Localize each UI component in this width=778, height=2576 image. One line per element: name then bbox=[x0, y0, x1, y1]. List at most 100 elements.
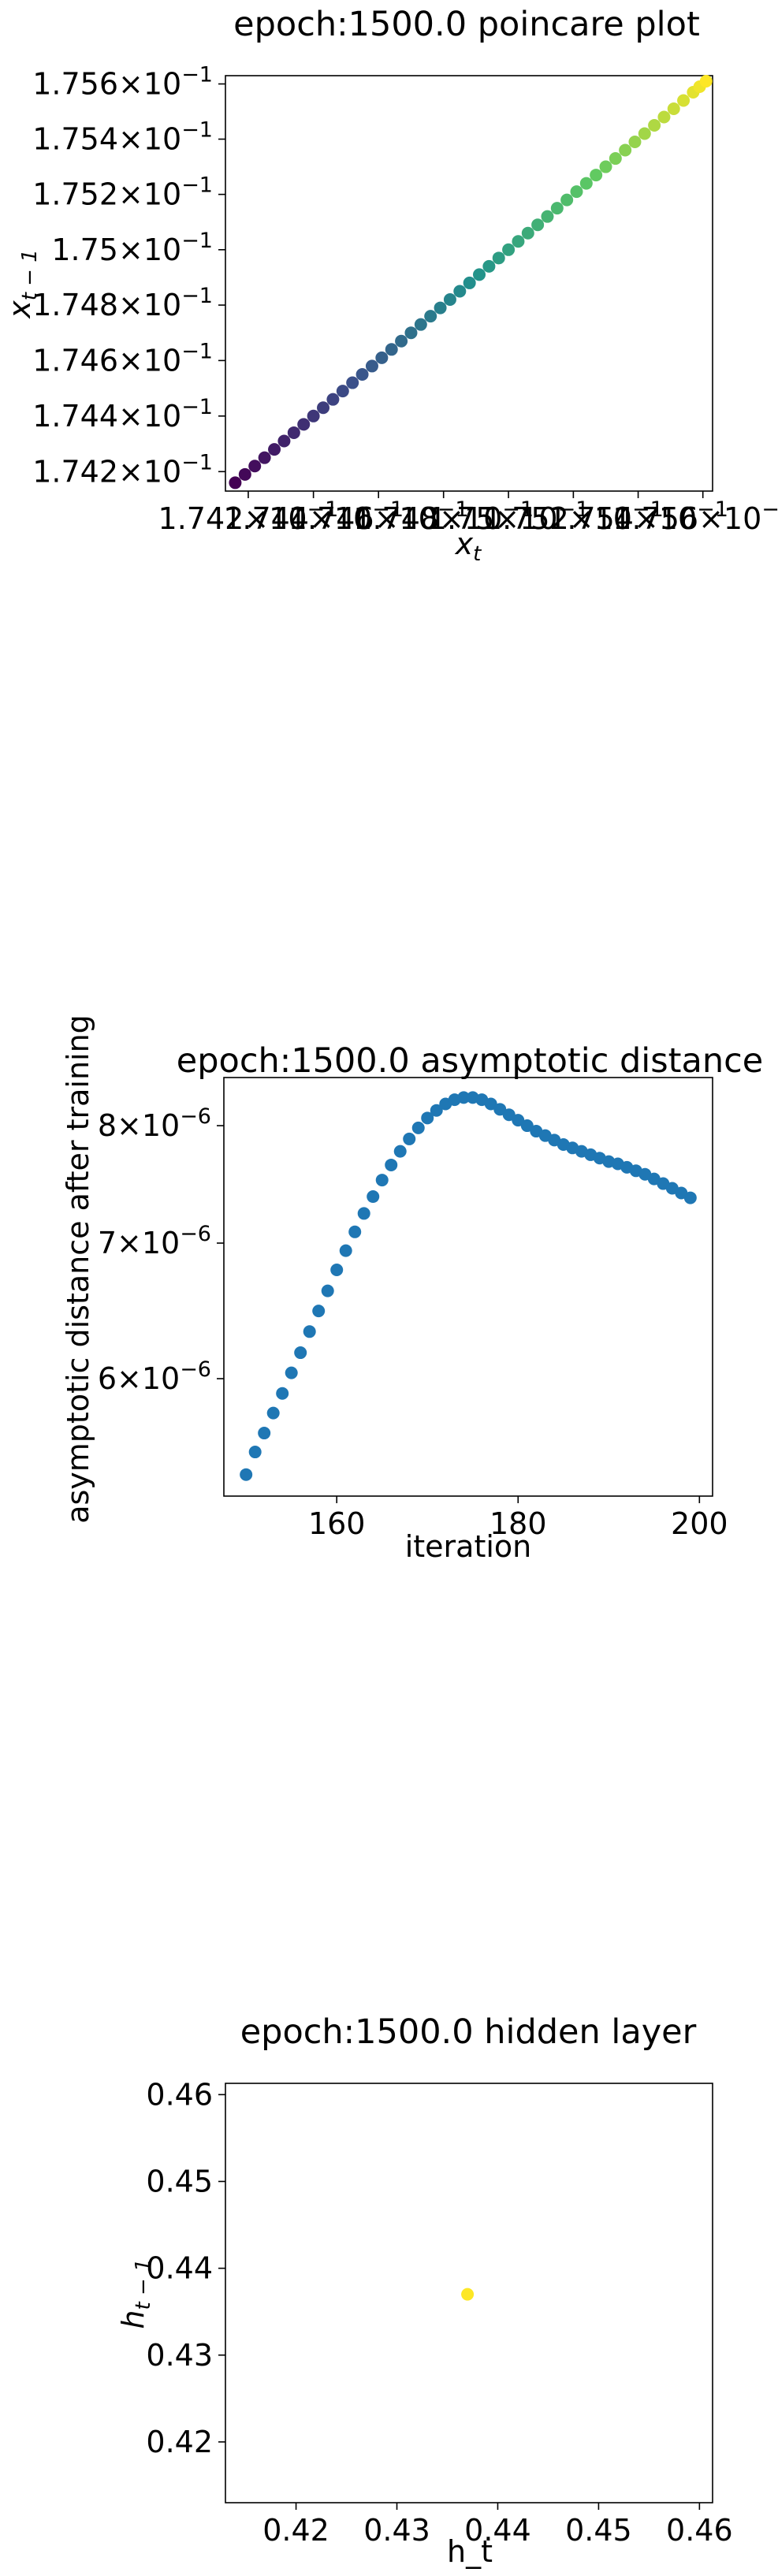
y-tick-label: 1.754×10−1 bbox=[32, 118, 213, 157]
scatter-point bbox=[277, 434, 291, 448]
poincare-chart: epoch:1500.0 poincare plot 1.742×10−11.7… bbox=[2, 5, 778, 566]
scatter-point bbox=[403, 1132, 416, 1145]
scatter-point bbox=[248, 1446, 262, 1459]
scatter-point bbox=[258, 1427, 271, 1440]
scatter-point bbox=[385, 343, 398, 356]
scatter-point bbox=[321, 1284, 334, 1297]
poincare-points bbox=[229, 74, 713, 490]
scatter-point bbox=[240, 1468, 253, 1481]
scatter-point bbox=[683, 1191, 697, 1204]
y-tick-label: 1.746×10−1 bbox=[32, 339, 213, 378]
hidden-layer-title: epoch:1500.0 hidden layer bbox=[240, 2012, 697, 2052]
asymptotic-distance-chart: epoch:1500.0 asymptotic distance 6×10−6 7… bbox=[61, 1014, 763, 1564]
scatter-point bbox=[599, 160, 612, 173]
y-tick-label: 1.744×10−1 bbox=[32, 395, 213, 434]
asymptotic-distance-y-label: asymptotic distance after training bbox=[61, 1014, 95, 1524]
y-tick-label: 0.46 bbox=[146, 2077, 213, 2112]
scatter-point bbox=[229, 476, 242, 490]
scatter-point bbox=[317, 401, 330, 415]
x-tick-label: 1.742×10−1 bbox=[158, 497, 339, 536]
x-tick-label: 180 bbox=[490, 1506, 547, 1541]
x-tick-label: 0.44 bbox=[464, 2513, 531, 2548]
x-tick-label: 1.748×10−1 bbox=[353, 497, 534, 536]
poincare-x-axis: 1.742×10−11.744×10−11.746×10−11.748×10−1… bbox=[158, 491, 778, 536]
asymptotic-distance-plot-frame bbox=[223, 1077, 713, 1497]
x-tick-label: 1.75×10−1 bbox=[428, 497, 590, 536]
y-tick-label: 1.748×10−1 bbox=[32, 284, 213, 322]
scatter-point bbox=[619, 143, 632, 157]
x-tick-label: 160 bbox=[308, 1506, 366, 1541]
hidden-layer-x-axis: 0.42 0.43 0.44 0.45 0.46 bbox=[262, 2503, 733, 2548]
hidden-layer-points bbox=[461, 2288, 475, 2301]
scatter-point bbox=[609, 152, 622, 166]
scatter-point bbox=[330, 1264, 344, 1277]
y-tick-label: 0.42 bbox=[146, 2425, 213, 2459]
scatter-point bbox=[434, 301, 447, 315]
scatter-point bbox=[285, 1366, 298, 1379]
scatter-point bbox=[365, 359, 378, 373]
scatter-point bbox=[667, 102, 680, 115]
scatter-point bbox=[414, 318, 427, 331]
x-tick-label: 1.754×10−1 bbox=[548, 497, 728, 536]
asymptotic-distance-y-axis: 6×10−6 7×10−6 8×10−6 bbox=[98, 1104, 224, 1396]
poincare-plot-frame bbox=[225, 75, 713, 492]
scatter-point bbox=[375, 1174, 389, 1187]
scatter-point bbox=[560, 193, 574, 207]
scatter-point bbox=[699, 74, 713, 87]
scatter-point bbox=[357, 1207, 370, 1220]
asymptotic-distance-points bbox=[240, 1091, 697, 1481]
hidden-layer-y-axis: 0.42 0.43 0.44 0.45 0.46 bbox=[146, 2077, 225, 2459]
scatter-point bbox=[512, 235, 525, 248]
scatter-point bbox=[276, 1387, 289, 1400]
scatter-point bbox=[266, 1406, 280, 1420]
scatter-point bbox=[367, 1190, 380, 1204]
scatter-point bbox=[473, 268, 486, 281]
scatter-point bbox=[502, 1108, 516, 1122]
x-tick-label: 0.46 bbox=[666, 2513, 733, 2548]
scatter-point bbox=[248, 460, 262, 473]
scatter-point bbox=[411, 1121, 425, 1134]
scatter-point bbox=[294, 1346, 307, 1360]
scatter-point bbox=[312, 1305, 326, 1318]
scatter-point bbox=[453, 285, 467, 298]
scatter-point bbox=[258, 451, 271, 464]
x-tick-label: 0.42 bbox=[262, 2513, 329, 2548]
poincare-y-axis: 1.742×10−1 1.744×10−1 1.746×10−1 1.748×10−1… bbox=[32, 62, 225, 489]
y-tick-label: 0.43 bbox=[146, 2338, 213, 2373]
y-tick-label: 1.752×10−1 bbox=[32, 173, 213, 212]
hidden-layer-x-label: h_t bbox=[447, 2534, 493, 2569]
scatter-point bbox=[404, 326, 418, 340]
scatter-point bbox=[493, 1103, 507, 1116]
hidden-layer-chart: epoch:1500.0 hidden layer 0.42 0.43 0.44 0.… bbox=[116, 2012, 733, 2569]
scatter-point bbox=[307, 409, 320, 423]
y-tick-label: 0.45 bbox=[146, 2164, 213, 2198]
scatter-point bbox=[512, 1114, 525, 1127]
y-tick-label: 7×10−6 bbox=[98, 1222, 211, 1260]
scatter-point bbox=[521, 226, 534, 240]
scatter-point bbox=[297, 418, 311, 431]
scatter-point bbox=[326, 393, 340, 406]
y-tick-label: 1.756×10−1 bbox=[32, 62, 213, 101]
x-tick-label: 1.746×10−1 bbox=[288, 497, 469, 536]
hidden-layer-y-label: ht − 1 bbox=[116, 2258, 155, 2328]
scatter-point bbox=[348, 1225, 362, 1238]
y-tick-label: 1.742×10−1 bbox=[32, 450, 213, 489]
scatter-point bbox=[287, 426, 300, 439]
x-tick-label: 200 bbox=[671, 1506, 728, 1541]
scatter-point bbox=[268, 443, 281, 456]
poincare-title: epoch:1500.0 poincare plot bbox=[233, 5, 700, 44]
scatter-point bbox=[421, 1111, 434, 1125]
scatter-point bbox=[502, 243, 516, 256]
scatter-point bbox=[590, 169, 603, 182]
y-tick-label: 0.44 bbox=[146, 2251, 213, 2286]
x-tick-label: 1.752×10−1 bbox=[483, 497, 664, 536]
scatter-point bbox=[570, 185, 583, 199]
scatter-point bbox=[677, 94, 691, 107]
scatter-point bbox=[385, 1158, 398, 1171]
scatter-point bbox=[393, 1145, 407, 1158]
scatter-point bbox=[424, 310, 437, 323]
y-tick-label: 1.75×10−1 bbox=[51, 229, 213, 267]
x-tick-label: 1.744×10−1 bbox=[223, 497, 404, 536]
scatter-point bbox=[355, 367, 369, 381]
